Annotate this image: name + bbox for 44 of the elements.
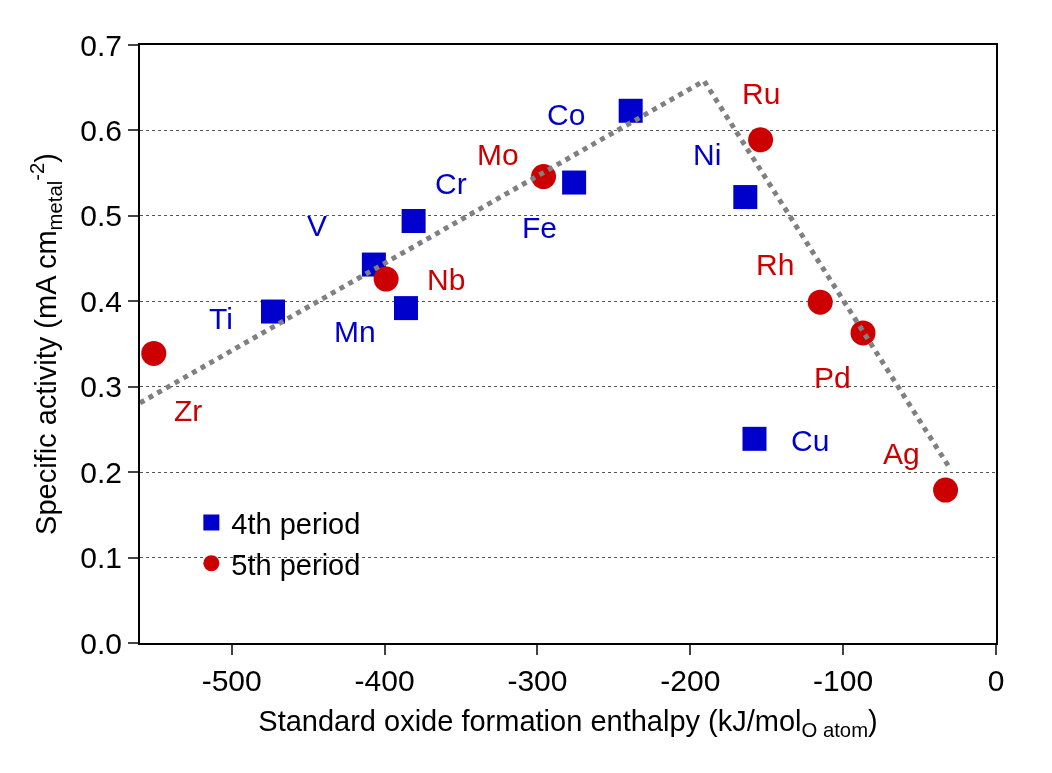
- x-tick-label: -400: [354, 664, 415, 697]
- annotation: Ru: [742, 77, 781, 110]
- x-tick-label: -200: [660, 664, 721, 697]
- y-tick-label: 0.7: [80, 28, 122, 62]
- annotation: Ag: [883, 437, 920, 470]
- text: 0.0: [80, 626, 122, 660]
- y-tick-label: 0.5: [80, 199, 122, 233]
- y-tick-label: 0.4: [80, 284, 122, 318]
- annotation: Rh: [756, 248, 795, 281]
- point: [748, 127, 774, 153]
- point: [393, 296, 418, 321]
- annotation: Mo: [477, 138, 519, 171]
- point: [742, 426, 767, 451]
- annotation: Pd: [814, 361, 851, 394]
- point: [141, 340, 167, 366]
- point: [933, 477, 959, 503]
- annotation: V: [307, 209, 328, 242]
- point: [733, 185, 758, 210]
- point: [260, 299, 285, 324]
- x-axis-title: Standard oxide formation enthalpy (kJ/mol$_{O atom}$): [258, 705, 878, 742]
- x-tick-label: -100: [813, 664, 874, 697]
- point: [807, 289, 833, 315]
- legend-label: 5th period: [231, 548, 361, 581]
- annotation: Nb: [427, 263, 466, 296]
- y-tick-label: 0.6: [80, 113, 122, 147]
- legend-label: 4th period: [231, 507, 361, 540]
- annotation: Cr: [435, 167, 467, 200]
- x-tick-label: -500: [201, 664, 262, 697]
- x-tick-label: -300: [507, 664, 568, 697]
- point: [373, 266, 399, 292]
- annotation: Ni: [693, 138, 722, 171]
- annotation: Fe: [522, 211, 558, 244]
- y-tick-label: 0.3: [80, 370, 122, 404]
- point: [401, 208, 426, 233]
- point: [618, 98, 643, 123]
- y-tick-label: 0.2: [80, 455, 122, 489]
- annotation: Zr: [174, 394, 203, 427]
- annotation: Co: [547, 98, 586, 131]
- annotation: Cu: [791, 424, 830, 457]
- y-tick-label: 0.1: [80, 541, 122, 575]
- x-tick-label: 0: [987, 664, 1005, 697]
- annotation: Ti: [209, 302, 233, 335]
- annotation: Mn: [334, 315, 376, 348]
- point: [562, 170, 587, 195]
